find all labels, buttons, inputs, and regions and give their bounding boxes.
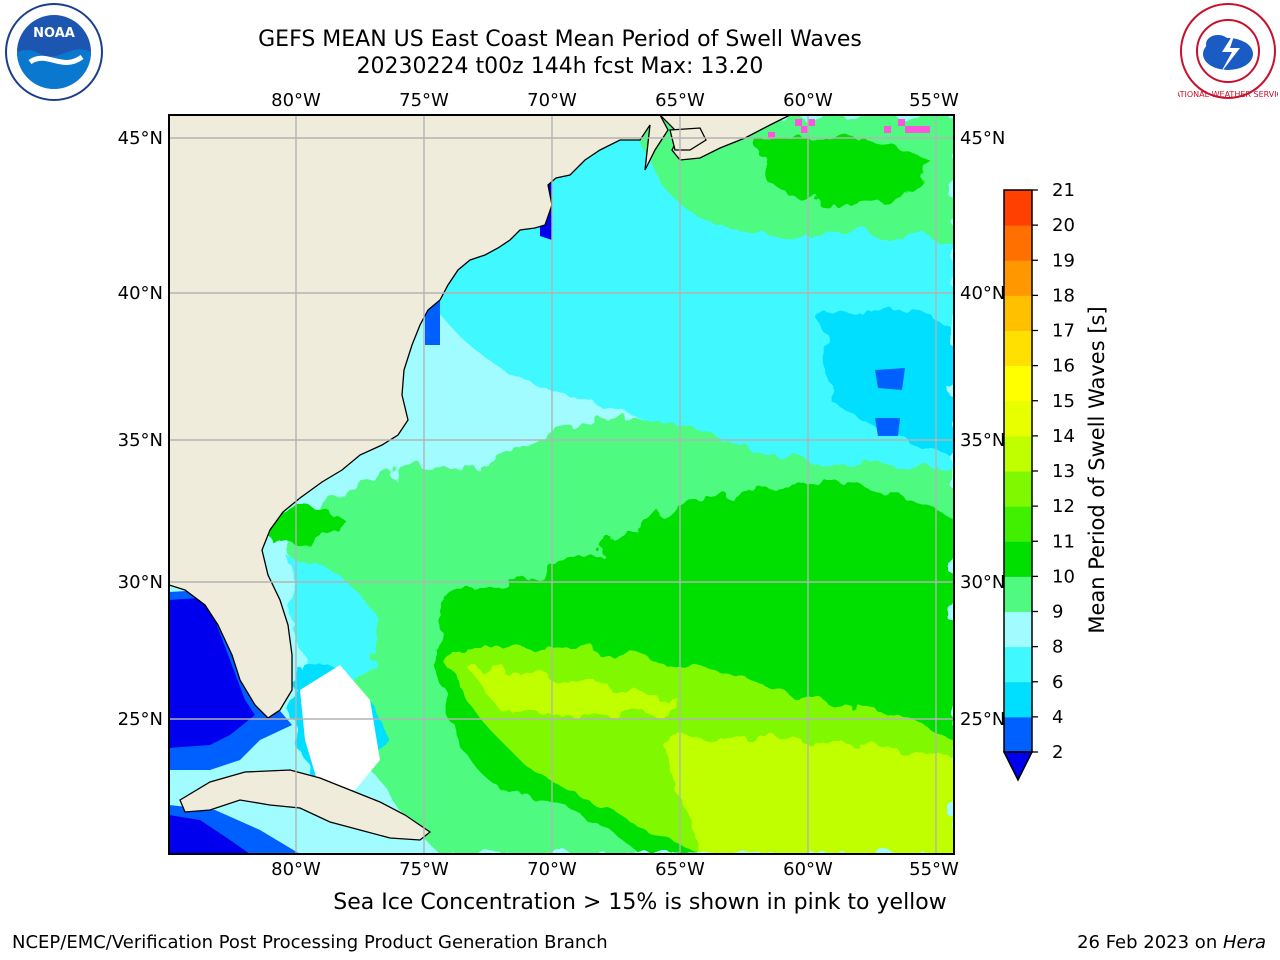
lon-label: 75°W xyxy=(399,859,449,880)
colorbar-tick-label: 8 xyxy=(1052,637,1063,658)
colorbar-segment xyxy=(1004,541,1032,577)
coastal-low-field-2 xyxy=(425,300,440,345)
colorbar-tick-label: 20 xyxy=(1052,215,1075,236)
colorbar-tick-label: 12 xyxy=(1052,496,1075,517)
graticule xyxy=(169,115,954,854)
lon-label: 55°W xyxy=(909,90,959,111)
open-ocean-low-field-2 xyxy=(875,418,900,436)
colorbar-title: Mean Period of Swell Waves [s] xyxy=(1085,306,1109,634)
nws-logo: NATIONAL WEATHER SERVICE xyxy=(1178,3,1278,99)
lat-label: 35°N xyxy=(118,430,163,451)
colorbar-segment xyxy=(1004,400,1032,437)
lat-label: 40°N xyxy=(960,283,1005,304)
lon-label: 80°W xyxy=(271,859,321,880)
colorbar-segment xyxy=(1004,365,1032,402)
colorbar-tick-label: 13 xyxy=(1052,461,1075,482)
gulf-deep-field xyxy=(169,598,255,748)
lon-label: 65°W xyxy=(655,859,705,880)
map-field xyxy=(169,115,954,854)
colorbar-segment xyxy=(1004,611,1032,648)
colorbar-tick-label: 11 xyxy=(1052,531,1075,552)
lat-label: 30°N xyxy=(960,572,1005,593)
lat-labels-right: 45°N 40°N 35°N 30°N 25°N xyxy=(960,128,1005,730)
run-date: 26 Feb 2023 on Hera xyxy=(1077,932,1266,953)
colorbar: 2 4 6 8 9 10 11 12 13 14 15 16 17 18 19 20 21 xyxy=(1002,180,1075,782)
lat-label: 35°N xyxy=(960,430,1005,451)
bahamas-masked-area xyxy=(300,665,380,790)
land-cuba xyxy=(179,769,432,841)
colorbar-segment xyxy=(1004,225,1032,261)
noaa-logo: NOAA xyxy=(5,3,103,101)
lat-label: 30°N xyxy=(118,572,163,593)
lon-label: 80°W xyxy=(271,90,321,111)
colorbar-segment xyxy=(1004,471,1032,507)
colorbar-segment xyxy=(1004,190,1032,226)
lat-label: 45°N xyxy=(118,128,163,149)
land-nova-scotia-island xyxy=(669,127,707,151)
colorbar-tick-label: 2 xyxy=(1052,742,1063,763)
colorbar-tick-label: 6 xyxy=(1052,672,1063,693)
colorbar-segment xyxy=(1004,260,1032,296)
sea-ice-footnote: Sea Ice Concentration > 15% is shown in … xyxy=(333,890,947,915)
lon-label: 70°W xyxy=(527,859,577,880)
colorbar-segment xyxy=(1004,295,1032,331)
colorbar-segment xyxy=(1004,506,1032,542)
run-date-text: 26 Feb 2023 on xyxy=(1077,932,1223,953)
colorbar-segment xyxy=(1004,576,1032,612)
colorbar-tick-label: 16 xyxy=(1052,356,1075,377)
colorbar-tick-label: 4 xyxy=(1052,707,1063,728)
colorbar-tick-label: 17 xyxy=(1052,321,1075,342)
colorbar-segment xyxy=(1004,646,1032,683)
lat-labels-left: 45°N 40°N 35°N 30°N 25°N xyxy=(118,128,163,730)
colorbar-segment xyxy=(1004,716,1032,753)
colorbar-under-extension xyxy=(1002,751,1034,782)
chart-title: GEFS MEAN US East Coast Mean Period of S… xyxy=(258,27,862,52)
lat-label: 40°N xyxy=(118,283,163,304)
colorbar-segment xyxy=(1004,681,1032,718)
credit-text: NCEP/EMC/Verification Post Processing Pr… xyxy=(12,932,608,953)
sea-ice-pixels xyxy=(768,119,930,139)
swell-period-contours xyxy=(270,115,954,854)
lon-label: 70°W xyxy=(527,90,577,111)
lon-label: 65°W xyxy=(655,90,705,111)
lat-label: 45°N xyxy=(960,128,1005,149)
nws-logo-text: NATIONAL WEATHER SERVICE xyxy=(1178,90,1278,99)
lat-label: 25°N xyxy=(960,709,1005,730)
colorbar-tick-label: 15 xyxy=(1052,391,1075,412)
machine-name: Hera xyxy=(1222,932,1266,953)
colorbar-segment xyxy=(1004,435,1032,472)
colorbar-tick-label: 10 xyxy=(1052,566,1075,587)
lon-label: 75°W xyxy=(399,90,449,111)
colorbar-tick-label: 18 xyxy=(1052,285,1075,306)
colorbar-segment xyxy=(1004,330,1032,367)
caribbean-deep-field xyxy=(169,815,250,854)
lon-labels-bottom: 80°W 75°W 70°W 65°W 60°W 55°W xyxy=(271,859,959,880)
noaa-logo-text: NOAA xyxy=(33,26,75,41)
land-north-america xyxy=(169,115,669,719)
lon-label: 60°W xyxy=(783,90,833,111)
colorbar-tick-label: 21 xyxy=(1052,180,1075,201)
colorbar-tick-label: 9 xyxy=(1052,602,1063,623)
lon-labels-top: 80°W 75°W 70°W 65°W 60°W 55°W xyxy=(271,90,959,111)
open-ocean-low-field xyxy=(875,368,905,390)
colorbar-tick-label: 19 xyxy=(1052,250,1075,271)
lon-label: 60°W xyxy=(783,859,833,880)
lat-label: 25°N xyxy=(118,709,163,730)
colorbar-tick-label: 14 xyxy=(1052,426,1075,447)
map-frame xyxy=(168,114,955,855)
chart-subtitle: 20230224 t00z 144h fcst Max: 13.20 xyxy=(356,54,764,79)
lon-label: 55°W xyxy=(909,859,959,880)
